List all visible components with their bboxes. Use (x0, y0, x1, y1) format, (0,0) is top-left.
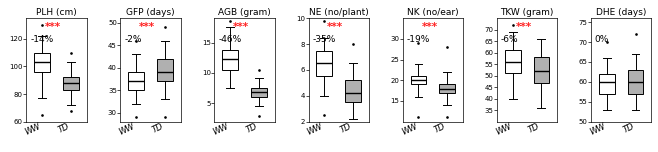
PathPatch shape (411, 76, 426, 84)
PathPatch shape (505, 50, 520, 73)
PathPatch shape (534, 57, 549, 83)
PathPatch shape (222, 50, 238, 70)
Text: ***: *** (421, 22, 438, 32)
PathPatch shape (128, 72, 144, 90)
Text: -35%: -35% (313, 35, 336, 44)
PathPatch shape (628, 70, 644, 94)
Text: ***: *** (327, 22, 343, 32)
PathPatch shape (251, 88, 267, 97)
PathPatch shape (345, 80, 361, 102)
Text: 0%: 0% (594, 35, 609, 44)
PathPatch shape (157, 59, 173, 81)
Text: ***: *** (515, 22, 532, 32)
Text: -19%: -19% (407, 35, 430, 44)
Title: GFP (days): GFP (days) (126, 9, 175, 17)
Title: NE (no/plant): NE (no/plant) (309, 9, 368, 17)
Title: DHE (days): DHE (days) (596, 9, 646, 17)
Title: TKW (gram): TKW (gram) (500, 9, 553, 17)
Text: -14%: -14% (30, 35, 53, 44)
Text: -2%: -2% (124, 35, 141, 44)
PathPatch shape (316, 50, 332, 76)
Text: ***: *** (139, 22, 155, 32)
PathPatch shape (440, 84, 455, 93)
Title: PLH (cm): PLH (cm) (36, 9, 77, 17)
Text: ***: *** (45, 22, 61, 32)
PathPatch shape (599, 74, 615, 94)
Text: -6%: -6% (501, 35, 518, 44)
Text: -46%: -46% (218, 35, 241, 44)
Title: AGB (gram): AGB (gram) (218, 9, 271, 17)
PathPatch shape (63, 78, 79, 90)
PathPatch shape (34, 53, 50, 72)
Text: ***: *** (233, 22, 249, 32)
Title: NK (no/ear): NK (no/ear) (407, 9, 459, 17)
